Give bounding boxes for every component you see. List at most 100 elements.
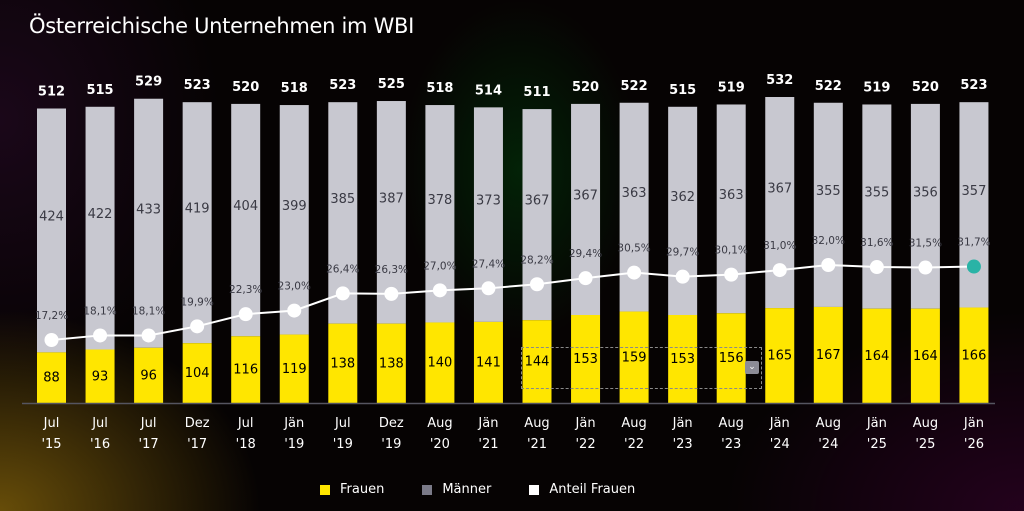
- total-label: 523: [184, 78, 211, 93]
- x-tick-year: '23: [673, 437, 693, 452]
- maenner-value-label: 385: [330, 192, 355, 207]
- frauen-value-label: 93: [92, 369, 109, 384]
- total-label: 515: [86, 83, 113, 98]
- bar-frauen: [765, 308, 795, 403]
- x-tick-month: Aug: [524, 416, 549, 431]
- x-tick-month: Jän: [672, 416, 693, 431]
- legend-label-maenner: Männer: [442, 482, 492, 497]
- x-tick-month: Jul: [91, 416, 108, 431]
- selection-dropdown-button[interactable]: ⌄: [745, 361, 759, 374]
- total-label: 518: [426, 81, 453, 96]
- anteil-frauen-label: 26,3%: [375, 264, 408, 276]
- x-tick-month: Jul: [43, 416, 60, 431]
- maenner-value-label: 357: [962, 184, 987, 199]
- bar-maenner: [813, 102, 843, 307]
- maenner-value-label: 355: [864, 186, 889, 201]
- x-tick-year: '26: [964, 437, 984, 452]
- anteil-frauen-label: 23,0%: [278, 281, 311, 293]
- x-tick-month: Jän: [575, 416, 596, 431]
- x-tick-month: Aug: [427, 416, 452, 431]
- legend-item-anteil-frauen[interactable]: Anteil Frauen: [529, 482, 635, 497]
- legend-item-frauen[interactable]: Frauen: [320, 482, 384, 497]
- maenner-value-label: 422: [88, 207, 113, 222]
- total-label: 512: [38, 85, 65, 100]
- anteil-frauen-label: 17,2%: [35, 310, 68, 322]
- bar-maenner: [716, 104, 746, 314]
- bar-maenner: [37, 108, 66, 353]
- anteil-frauen-label: 29,4%: [569, 248, 602, 260]
- frauen-value-label: 159: [622, 350, 647, 365]
- bar-maenner: [182, 102, 212, 344]
- maenner-value-label: 367: [573, 188, 598, 203]
- x-tick-month: Aug: [621, 416, 646, 431]
- anteil-frauen-label: 26,4%: [326, 263, 359, 275]
- anteil-frauen-point: [287, 303, 302, 318]
- anteil-frauen-point: [335, 286, 350, 301]
- legend-item-maenner[interactable]: Männer: [422, 482, 491, 497]
- anteil-frauen-point: [141, 328, 156, 343]
- x-tick-year: '24: [770, 437, 790, 452]
- frauen-value-label: 164: [864, 349, 889, 364]
- maenner-value-label: 424: [39, 209, 64, 224]
- x-tick-month: Dez: [185, 416, 210, 431]
- anteil-frauen-point: [190, 319, 205, 334]
- line-layer: [44, 258, 981, 347]
- anteil-frauen-point: [93, 328, 108, 343]
- bar-maenner: [619, 102, 649, 312]
- bar-maenner: [134, 98, 164, 348]
- anteil-frauen-point: [432, 283, 447, 298]
- anteil-frauen-point: [530, 277, 544, 292]
- labels-layer: 512 424 88 17,2% 515 422 93 18,1% 529 433 96 18,1% 5…: [35, 73, 991, 386]
- bar-maenner: [959, 102, 989, 308]
- total-label: 519: [863, 80, 890, 95]
- anteil-frauen-point: [578, 271, 593, 286]
- total-label: 511: [523, 85, 550, 100]
- maenner-value-label: 355: [816, 184, 841, 199]
- x-tick-year: '17: [139, 437, 159, 452]
- x-tick-month: Jul: [237, 416, 254, 431]
- anteil-frauen-point: [384, 286, 399, 301]
- x-tick-month: Aug: [913, 416, 938, 431]
- total-label: 522: [621, 79, 648, 94]
- maenner-value-label: 373: [476, 194, 501, 209]
- frauen-value-label: 156: [719, 351, 744, 366]
- x-tick-year: '16: [90, 437, 110, 452]
- frauen-value-label: 140: [427, 356, 452, 371]
- anteil-frauen-point: [481, 281, 496, 296]
- bar-frauen: [813, 306, 843, 403]
- maenner-value-label: 419: [185, 202, 210, 217]
- chart-title: Österreichische Unternehmen im WBI: [29, 14, 415, 38]
- x-tick-year: '18: [236, 437, 256, 452]
- maenner-value-label: 363: [622, 186, 647, 201]
- frauen-value-label: 116: [233, 363, 258, 378]
- chevron-down-icon: ⌄: [748, 362, 756, 372]
- cell-selection-box[interactable]: [521, 347, 762, 389]
- bar-frauen: [862, 308, 892, 403]
- anteil-frauen-label: 31,0%: [763, 240, 796, 252]
- bar-frauen: [425, 322, 455, 403]
- maenner-value-label: 367: [525, 194, 550, 209]
- anteil-frauen-point: [918, 260, 933, 275]
- bar-maenner: [910, 103, 940, 309]
- anteil-frauen-label: 31,6%: [860, 237, 893, 249]
- x-tick-year: '22: [624, 437, 644, 452]
- x-tick-year: '24: [818, 437, 838, 452]
- anteil-frauen-point: [772, 263, 787, 278]
- x-tick-year: '19: [284, 437, 304, 452]
- bar-frauen: [134, 347, 164, 403]
- anteil-frauen-label: 19,9%: [180, 296, 213, 308]
- anteil-frauen-label: 32,0%: [812, 235, 845, 247]
- bar-frauen: [279, 334, 309, 403]
- bar-frauen: [182, 343, 212, 403]
- anteil-frauen-label: 30,5%: [617, 243, 650, 255]
- x-tick-month: Jul: [140, 416, 157, 431]
- x-tick-year: '19: [333, 437, 353, 452]
- bar-frauen: [959, 307, 989, 403]
- x-tick-year: '22: [575, 437, 595, 452]
- anteil-frauen-point: [238, 307, 253, 322]
- x-tick-year: '21: [527, 437, 547, 452]
- maenner-value-label: 362: [670, 190, 695, 205]
- x-tick-month: Jul: [334, 416, 351, 431]
- bar-maenner: [85, 106, 115, 350]
